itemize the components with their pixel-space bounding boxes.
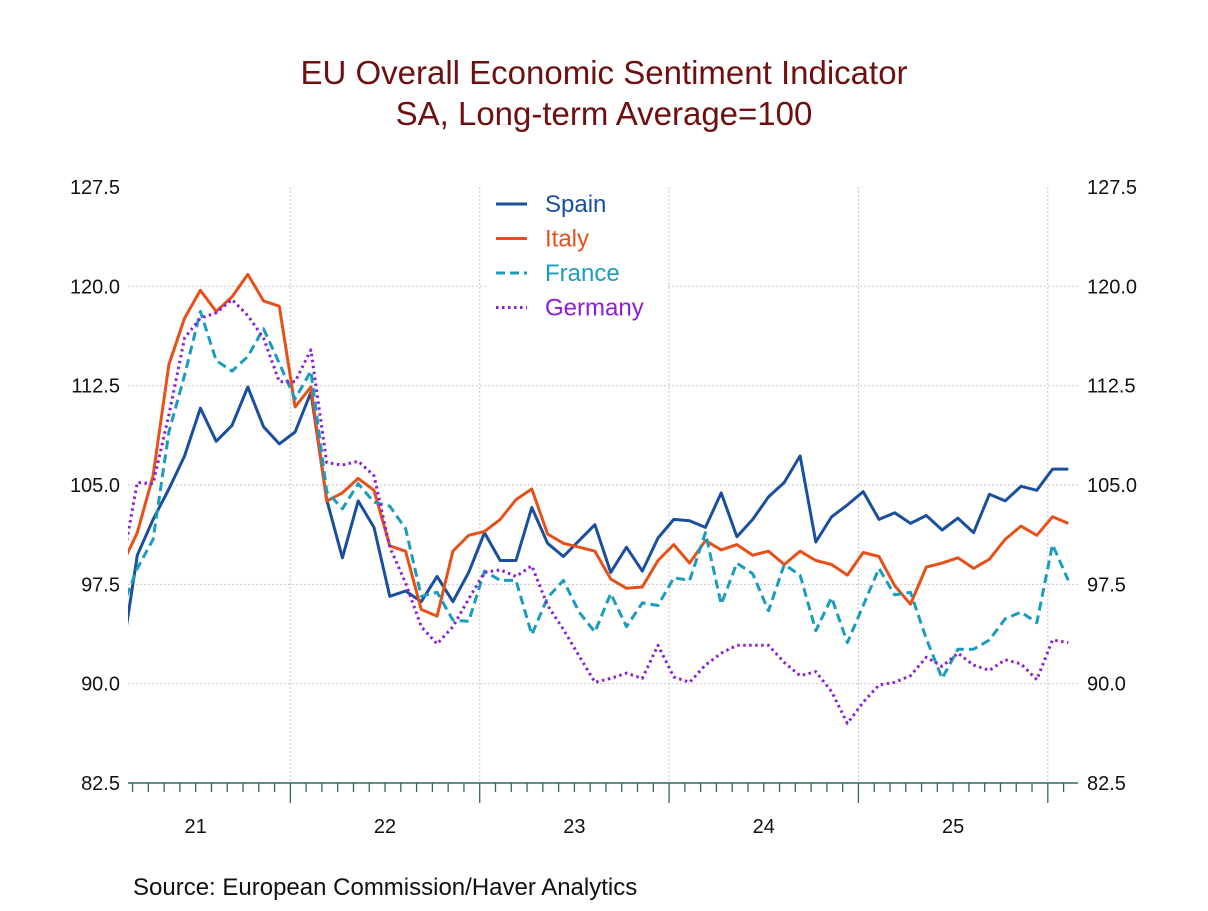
y-tick-label-left: 90.0	[81, 674, 120, 696]
x-tick-label: 24	[753, 816, 775, 838]
y-tick-label-right: 82.5	[1087, 773, 1126, 795]
y-tick-label-left: 127.5	[70, 177, 120, 199]
legend-label-italy: Italy	[545, 226, 589, 253]
chart-subtitle: SA, Long-term Average=100	[396, 95, 813, 132]
y-tick-label-left: 120.0	[70, 276, 120, 298]
y-tick-label-right: 105.0	[1087, 475, 1137, 497]
y-tick-label-right: 90.0	[1087, 674, 1126, 696]
series-lines	[122, 274, 1069, 723]
x-tick-label: 21	[185, 816, 207, 838]
legend-label-germany: Germany	[545, 295, 644, 322]
legend-label-spain: Spain	[545, 191, 606, 218]
y-tick-label-left: 112.5	[71, 376, 120, 398]
legend-label-france: France	[545, 260, 620, 287]
x-tick-label: 25	[942, 816, 964, 838]
source-note: Source: European Commission/Haver Analyt…	[133, 874, 637, 901]
y-tick-label-right: 112.5	[1087, 376, 1136, 398]
x-tick-label: 23	[563, 816, 585, 838]
y-tick-label-left: 82.5	[81, 773, 120, 795]
y-tick-label-right: 97.5	[1087, 574, 1126, 596]
series-line-italy	[122, 274, 1069, 616]
chart-title: EU Overall Economic Sentiment Indicator	[300, 54, 907, 91]
series-line-france	[122, 312, 1069, 679]
series-line-germany	[122, 300, 1069, 724]
series-line-spain	[122, 387, 1069, 659]
y-tick-label-left: 105.0	[70, 475, 120, 497]
x-tick-label: 22	[374, 816, 396, 838]
y-tick-label-right: 127.5	[1087, 177, 1137, 199]
y-tick-label-right: 120.0	[1087, 276, 1137, 298]
y-tick-label-left: 97.5	[81, 574, 120, 596]
